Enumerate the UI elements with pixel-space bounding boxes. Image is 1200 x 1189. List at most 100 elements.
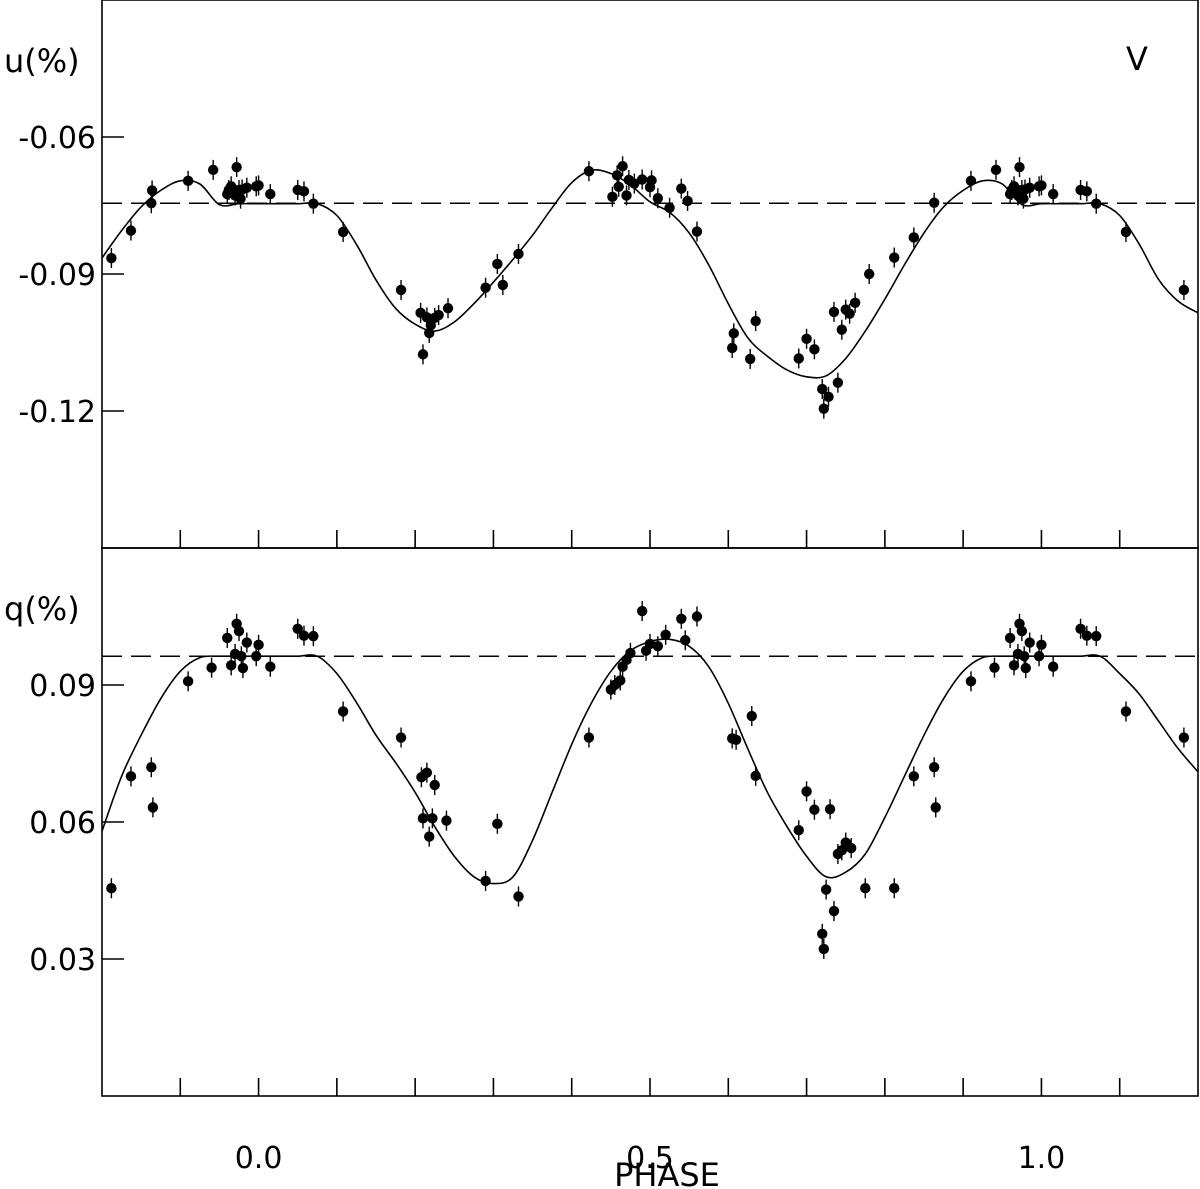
- x-tick-label: 1.0: [1018, 1141, 1066, 1176]
- lower-data-point: [337, 706, 349, 717]
- upper-data-point: [801, 333, 812, 345]
- lower-data-point: [237, 662, 249, 674]
- upper-data-point: [497, 279, 509, 291]
- upper-data-point: [395, 284, 407, 296]
- lower-data-point: [424, 831, 435, 842]
- lower-data-point: [146, 762, 157, 773]
- upper-data-point: [146, 198, 157, 209]
- lower-data-point: [676, 613, 687, 624]
- upper-data-point: [1014, 161, 1025, 173]
- lower-data-point: [1120, 706, 1132, 717]
- upper-data-point: [424, 327, 435, 339]
- lower-data-point: [860, 883, 871, 894]
- lower-data-point: [395, 732, 407, 743]
- upper-data-point: [691, 226, 703, 237]
- lower-data-point: [989, 662, 1000, 673]
- upper-data-point: [421, 312, 433, 323]
- upper-fit-curve: [101, 169, 1199, 379]
- lower-data-point: [660, 629, 671, 640]
- lower-y-axis-label: q(%): [4, 590, 80, 628]
- lower-y-tick-label: 0.09: [29, 669, 96, 704]
- lower-x-axis: 0.0 0.5 1.0: [179, 1078, 1121, 1176]
- lower-data-point: [680, 635, 691, 646]
- upper-data-point: [828, 306, 840, 318]
- upper-data-point: [607, 191, 618, 203]
- upper-data-point: [1024, 182, 1035, 193]
- lower-data-point: [644, 638, 656, 650]
- lower-data-point: [1033, 651, 1045, 662]
- lower-data-point: [746, 710, 757, 722]
- lower-data-point: [1004, 632, 1016, 644]
- upper-data-point: [1036, 180, 1047, 191]
- upper-data-point: [621, 190, 632, 201]
- lower-data-point: [222, 632, 233, 644]
- lower-data-point: [820, 884, 832, 895]
- upper-data-point: [864, 268, 875, 280]
- lower-data-point: [750, 770, 761, 782]
- lower-data-point: [1008, 660, 1020, 671]
- lower-data-point: [429, 779, 440, 791]
- lower-data-point: [298, 630, 310, 641]
- lower-data-point: [889, 883, 900, 894]
- upper-data-point: [265, 188, 276, 200]
- upper-data-point: [235, 193, 246, 204]
- upper-data-point: [727, 342, 738, 354]
- upper-data-point: [664, 202, 675, 213]
- upper-data-point: [106, 252, 117, 264]
- upper-panel-frame: [101, 0, 1199, 549]
- upper-data-point: [818, 403, 829, 414]
- upper-data-point: [480, 282, 491, 293]
- upper-data-point: [1091, 198, 1102, 209]
- upper-data-point: [442, 303, 454, 314]
- lower-data-point: [1036, 639, 1047, 651]
- lower-y-tick-label: 0.03: [29, 943, 96, 978]
- upper-data-point: [629, 178, 640, 189]
- upper-fit-curve-group: [101, 169, 1199, 379]
- lower-data-point: [691, 611, 703, 622]
- lower-data-point: [801, 786, 812, 797]
- upper-data-point: [513, 248, 524, 260]
- upper-y-tick-label: -0.12: [18, 395, 96, 430]
- upper-data-point: [583, 166, 595, 177]
- upper-data-point: [844, 308, 855, 319]
- lower-data-point: [308, 630, 319, 642]
- upper-panel: u(%) V -0.06 -0.09 -0.12: [4, 0, 1199, 549]
- upper-data-point: [908, 232, 920, 243]
- lower-data-point: [730, 734, 742, 745]
- lower-data-point: [1020, 662, 1031, 674]
- upper-data-point: [417, 349, 429, 360]
- upper-data-point: [928, 197, 940, 208]
- lower-data-point: [824, 804, 836, 815]
- upper-y-tick-label: -0.09: [18, 258, 96, 293]
- lower-data-point: [965, 676, 977, 687]
- lower-data-point: [292, 623, 303, 635]
- x-tick-label: 0.5: [626, 1141, 674, 1176]
- lower-panel-frame: [101, 547, 1199, 1097]
- upper-data-point: [298, 186, 310, 197]
- lower-data-point: [1178, 732, 1190, 743]
- lower-data-point: [615, 675, 626, 686]
- upper-data-point: [750, 315, 761, 327]
- upper-data-point: [207, 164, 219, 176]
- upper-data-point: [617, 161, 628, 172]
- upper-data-point: [646, 175, 657, 186]
- upper-data-point: [836, 324, 847, 335]
- upper-data-points: [106, 156, 1190, 419]
- lower-data-point: [809, 804, 820, 815]
- lower-data-point: [417, 813, 429, 824]
- lower-data-point: [513, 891, 524, 902]
- lower-data-point: [817, 928, 828, 940]
- upper-data-point: [1081, 186, 1093, 197]
- lower-data-point: [828, 905, 840, 917]
- upper-data-point: [990, 164, 1002, 176]
- upper-data-point: [337, 226, 349, 238]
- upper-x-axis-ticks: [179, 530, 1121, 548]
- lower-data-point: [427, 813, 438, 824]
- upper-data-point: [308, 198, 319, 209]
- upper-data-point: [613, 181, 624, 192]
- lower-data-point: [147, 802, 159, 813]
- lower-fit-curve: [101, 638, 1199, 885]
- lower-data-point: [233, 625, 245, 637]
- lower-panel: q(%) 0.09 0.06 0.03 0.0 0.5 1.0 PHASE: [4, 547, 1199, 1189]
